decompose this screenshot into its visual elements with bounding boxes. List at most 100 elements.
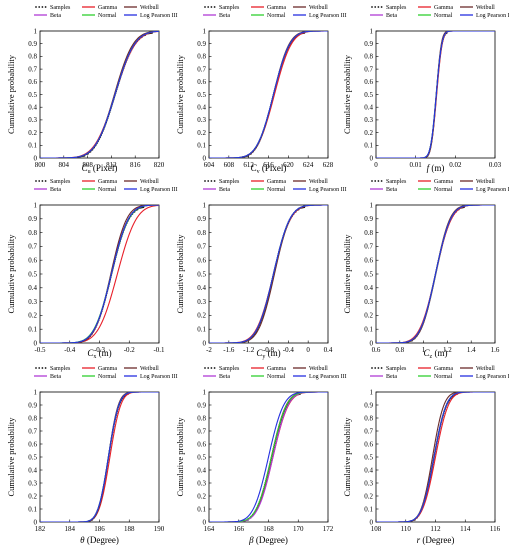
chart-panel-6: 0 0.1 0.2 0.3 0.4 0.5 0.6 0.7 0.8 0.9 1 0.6 0.8 1 1.2 1… [342,179,509,360]
x-axis-label-unit: (m) [429,163,444,173]
y-tick-label: 0.3 [28,298,37,306]
legend-sample-dot [44,367,47,369]
legend-sample-dot [377,180,380,182]
y-tick-label: 0.6 [197,78,206,86]
y-tick-label: 0.5 [364,91,373,99]
legend-entry-normal: Normal [82,374,117,380]
y-tick-label: 0.2 [197,492,206,500]
y-tick-label: 0.3 [197,116,206,124]
y-tick-label: 0.4 [28,466,37,474]
legend-entry-samples: Samples [371,179,407,185]
x-tick-label: 182 [35,525,46,533]
legend-label: Weibull [140,366,159,372]
y-tick-label: 0.9 [364,215,373,223]
legend-label: Gamma [434,179,453,185]
legend-entry-weibull: Weibull [460,366,495,372]
x-tick-label: 1.4 [467,346,476,354]
y-axis-label: Cumulative probability [175,234,185,314]
y-tick-label: 0.7 [197,243,206,251]
legend-label: Samples [386,179,407,185]
x-axis-label-unit: (m) [432,348,447,358]
legend-label: Samples [386,5,407,11]
legend-entry-beta: Beta [203,187,230,193]
plot-area [376,392,495,522]
legend-label: Samples [50,5,71,11]
y-tick-label: 0.9 [28,215,37,223]
y-tick-label: 0.1 [28,326,37,334]
legend-sample-dot [207,6,210,8]
y-tick-label: 0.9 [197,401,206,409]
legend-label: Gamma [267,5,286,11]
x-tick-label: 0.4 [324,346,333,354]
plot-area [209,31,328,158]
series-line-gamma [376,31,495,158]
series-line-beta [376,31,495,158]
legend-entry-samples: Samples [204,366,240,372]
x-tick-label: 608 [224,161,235,169]
legend-label: Beta [219,13,230,19]
y-tick-label: 0.5 [364,453,373,461]
x-tick-label: -0.1 [153,346,165,354]
legend-entry-normal: Normal [251,187,286,193]
x-tick-label: 0.02 [449,161,462,169]
legend-sample-dot [213,367,216,369]
x-axis-label: Cy (m) [256,348,280,360]
x-axis-label-unit: (m) [96,348,111,358]
plot-area [40,31,159,158]
plot-area [40,205,159,343]
y-tick-label: 0.8 [28,229,37,237]
plot-frame [208,204,329,344]
series-line-log-pearson-iii [40,31,159,158]
legend-sample-dot [374,6,377,8]
legend-entry-gamma: Gamma [251,366,286,372]
legend-label: Beta [50,13,61,19]
y-tick-label: 1 [34,27,38,35]
legend-sample-dot [380,6,383,8]
x-tick-label: 812 [106,161,117,169]
y-tick-label: 0 [34,154,38,162]
legend-sample-dot [44,180,47,182]
x-axis-label: Cv (Pixel) [251,163,287,175]
y-tick-label: 0.8 [364,414,373,422]
x-tick-label: 616 [263,161,274,169]
x-tick-label: 184 [65,525,76,533]
series-line-normal [209,31,328,158]
legend-entry-normal: Normal [251,374,286,380]
y-tick-label: 0.7 [28,427,37,435]
x-axis-label-symbol: C [256,348,263,358]
legend-sample-dot [44,6,47,8]
y-tick-label: 0.6 [364,440,373,448]
chart-panel-5: 00.10.20.30.40.50.60.70.80.91-2 -1.6 -1.2-… [175,179,347,360]
series-line-beta [209,31,328,158]
y-tick-label: 0.5 [28,453,37,461]
legend-sample-dot [380,180,383,182]
legend-sample-dot [213,6,216,8]
y-tick-label: 0.1 [364,505,373,513]
y-tick-label: 0.1 [197,326,206,334]
y-tick-label: 0.9 [197,40,206,48]
legend-entry-weibull: Weibull [460,5,495,11]
y-tick-label: 0 [203,154,207,162]
legend-label: Log Pearson III [476,13,509,19]
legend-label: Gamma [434,366,453,372]
legend-entry-beta: Beta [370,374,397,380]
y-tick-label: 0.4 [197,466,206,474]
legend-label: Gamma [98,5,117,11]
y-tick-label: 0.9 [364,401,373,409]
legend-entry-gamma: Gamma [251,179,286,185]
y-tick-label: 0 [34,339,38,347]
y-tick-label: 0.4 [364,284,373,292]
x-tick-label: -2 [206,346,212,354]
x-tick-label: 624 [303,161,314,169]
plot-frame [39,204,160,344]
x-axis-label-subscript: y [262,354,265,360]
legend-entry-normal: Normal [82,187,117,193]
x-tick-label: 612 [243,161,254,169]
y-tick-label: 0 [203,339,207,347]
legend-entry-log-pearson-iii: Log Pearson III [460,13,509,19]
x-axis-label-unit: (Pixel) [260,163,287,173]
x-axis-label: Cu (Pixel) [82,163,118,175]
y-tick-label: 0.7 [28,65,37,73]
legend-entry-normal: Normal [418,187,453,193]
plot-frame [375,30,496,159]
